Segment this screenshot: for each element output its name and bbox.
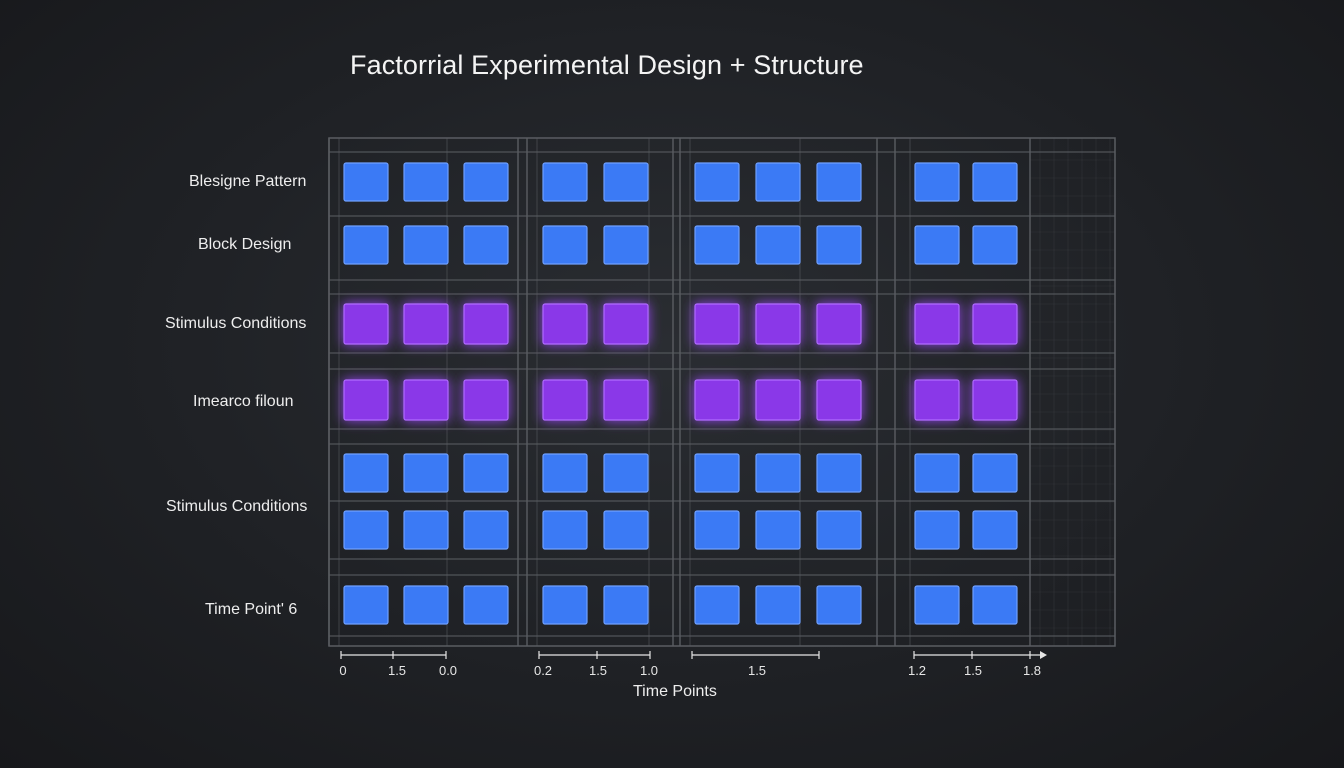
blue-cell xyxy=(914,453,960,493)
blue-cell xyxy=(694,225,740,265)
purple-cell xyxy=(542,379,588,421)
blue-cell xyxy=(603,585,649,625)
blue-cell xyxy=(914,162,960,202)
purple-cell xyxy=(542,303,588,345)
purple-cell xyxy=(816,379,862,421)
blue-cell xyxy=(603,225,649,265)
tick-label: 1.5 xyxy=(588,663,608,678)
tick-label: 1.8 xyxy=(1022,663,1042,678)
tick-label: 0.2 xyxy=(533,663,553,678)
blue-cell xyxy=(463,162,509,202)
blue-cell xyxy=(603,510,649,550)
row-label-stimulus-conditions-1: Stimulus Conditions xyxy=(165,315,307,332)
row-label-stimulus-conditions-2: Stimulus Conditions xyxy=(166,498,308,515)
tick-label: 1.5 xyxy=(747,663,767,678)
blue-cell xyxy=(542,162,588,202)
blue-cell xyxy=(914,510,960,550)
purple-cell xyxy=(403,379,449,421)
diagram-title: Factorrial Experimental Design + Structu… xyxy=(350,50,864,80)
blue-cell xyxy=(816,510,862,550)
purple-cell xyxy=(914,303,960,345)
blue-cell xyxy=(755,453,801,493)
blue-cell xyxy=(694,162,740,202)
tick-label: 1.5 xyxy=(963,663,983,678)
blue-cell xyxy=(343,162,389,202)
blue-cell xyxy=(972,225,1018,265)
tick-label: 1.5 xyxy=(387,663,407,678)
purple-cell xyxy=(914,379,960,421)
purple-cell xyxy=(403,303,449,345)
purple-cell xyxy=(463,379,509,421)
purple-cell xyxy=(343,379,389,421)
tick-label: 0 xyxy=(339,663,347,678)
blue-cell xyxy=(914,585,960,625)
blue-cell xyxy=(755,225,801,265)
purple-cell xyxy=(816,303,862,345)
blue-cell xyxy=(403,510,449,550)
blue-cell xyxy=(694,585,740,625)
blue-cell xyxy=(463,585,509,625)
blue-cell xyxy=(972,453,1018,493)
blue-cell xyxy=(914,225,960,265)
blue-cell xyxy=(603,453,649,493)
purple-cell xyxy=(755,379,801,421)
row-label-time-point: Time Point' 6 xyxy=(205,601,298,618)
purple-cell xyxy=(343,303,389,345)
blue-cell xyxy=(603,162,649,202)
blue-cell xyxy=(542,585,588,625)
purple-cell xyxy=(972,379,1018,421)
blue-cell xyxy=(816,225,862,265)
blue-cell xyxy=(403,585,449,625)
blue-cell xyxy=(343,453,389,493)
blue-cell xyxy=(403,225,449,265)
x-axis-arrowhead xyxy=(1040,651,1047,659)
blue-cell xyxy=(403,162,449,202)
blue-cell xyxy=(542,453,588,493)
blue-cell xyxy=(755,162,801,202)
blue-cell xyxy=(755,510,801,550)
blue-cell xyxy=(694,510,740,550)
blue-cell xyxy=(463,453,509,493)
blue-cell xyxy=(542,510,588,550)
blue-cell xyxy=(816,585,862,625)
purple-cell xyxy=(972,303,1018,345)
tick-label: 1.2 xyxy=(907,663,927,678)
blue-cell xyxy=(463,225,509,265)
tick-label: 0.0 xyxy=(438,663,458,678)
blue-cell xyxy=(816,162,862,202)
blue-cell xyxy=(816,453,862,493)
blue-cell xyxy=(343,510,389,550)
blue-cell xyxy=(972,162,1018,202)
purple-cell xyxy=(694,303,740,345)
purple-cell xyxy=(463,303,509,345)
purple-cell xyxy=(755,303,801,345)
blue-cell xyxy=(972,585,1018,625)
row-label-blesigne-pattern: Blesigne Pattern xyxy=(189,173,307,190)
blue-cell xyxy=(403,453,449,493)
purple-cell xyxy=(603,379,649,421)
blue-cell xyxy=(694,453,740,493)
row-label-imearco-filoun: Imearco filoun xyxy=(193,393,294,410)
blue-cell xyxy=(542,225,588,265)
x-axis-title: Time Points xyxy=(633,683,717,700)
tick-label: 1.0 xyxy=(639,663,659,678)
blue-cell xyxy=(755,585,801,625)
purple-cell xyxy=(603,303,649,345)
blue-cell xyxy=(343,585,389,625)
blue-cell xyxy=(343,225,389,265)
row-label-block-design: Block Design xyxy=(198,236,292,253)
blue-cell xyxy=(463,510,509,550)
blue-cell xyxy=(972,510,1018,550)
purple-cell xyxy=(694,379,740,421)
